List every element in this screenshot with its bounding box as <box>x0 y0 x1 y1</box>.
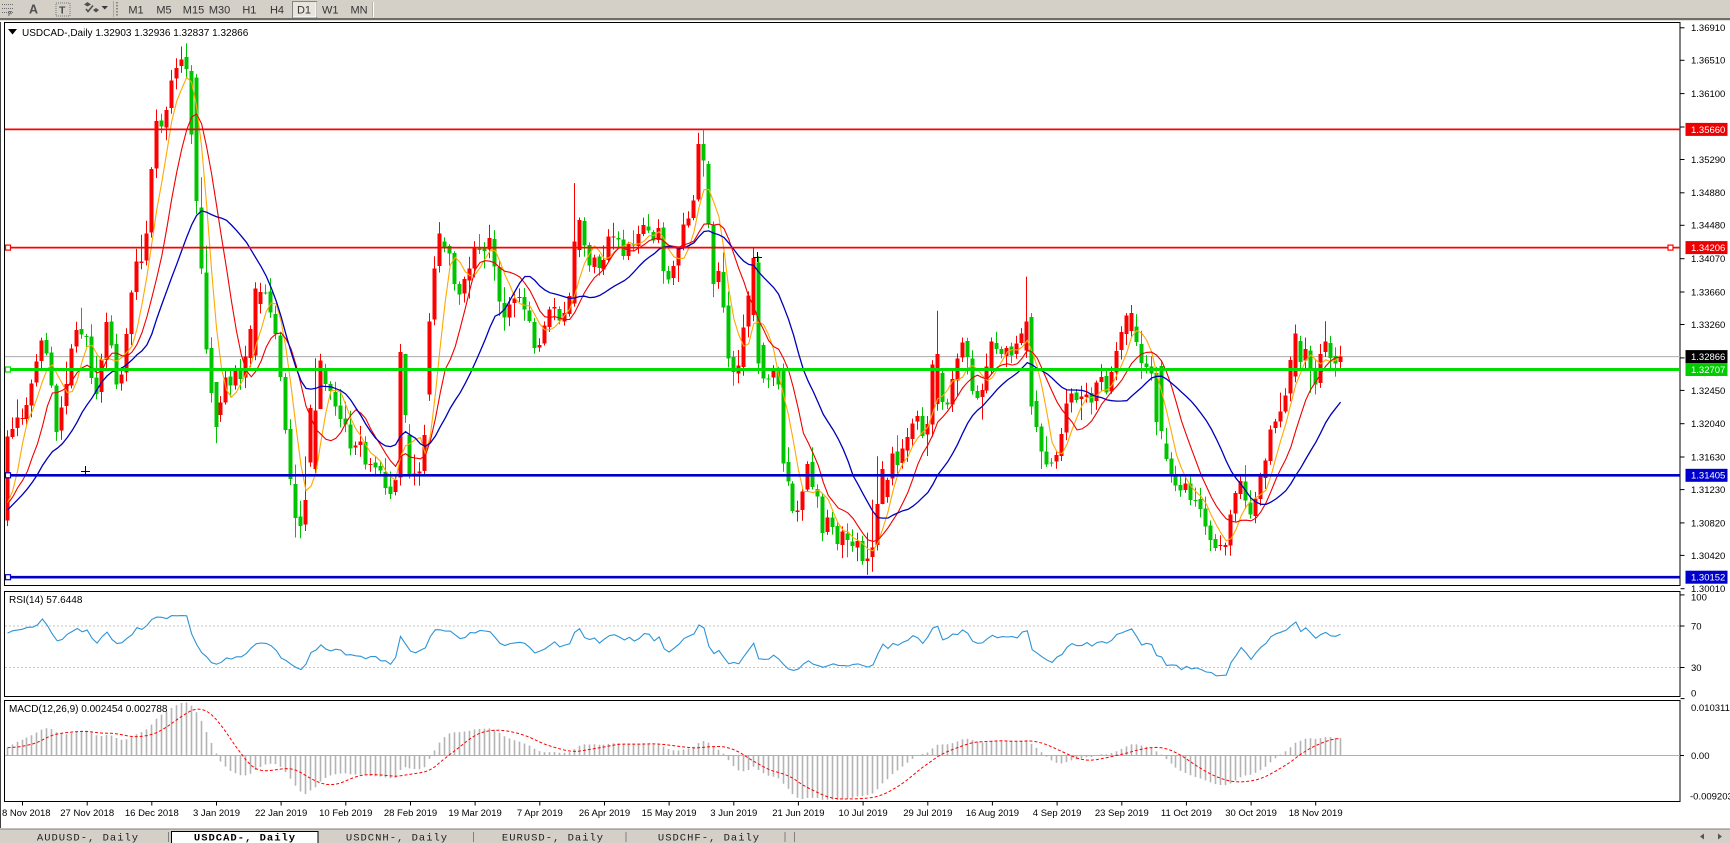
svg-text:1.36910: 1.36910 <box>1691 23 1725 34</box>
svg-text:W1: W1 <box>322 5 339 17</box>
svg-text:18 Nov 2019: 18 Nov 2019 <box>1289 808 1343 819</box>
svg-text:7 Apr 2019: 7 Apr 2019 <box>517 808 563 819</box>
svg-text:A: A <box>29 3 38 17</box>
svg-text:M15: M15 <box>183 5 204 17</box>
svg-text:8 Nov 2018: 8 Nov 2018 <box>2 808 51 819</box>
svg-text:21 Jun 2019: 21 Jun 2019 <box>772 808 824 819</box>
svg-text:0: 0 <box>1691 688 1696 699</box>
svg-text:1.30152: 1.30152 <box>1691 573 1725 584</box>
svg-text:29 Jul 2019: 29 Jul 2019 <box>903 808 952 819</box>
svg-text:1.32707: 1.32707 <box>1691 365 1725 376</box>
svg-text:1.34070: 1.34070 <box>1691 254 1725 265</box>
svg-text:1.35660: 1.35660 <box>1691 125 1725 136</box>
svg-text:28 Feb 2019: 28 Feb 2019 <box>384 808 437 819</box>
svg-text:USDCAD-,Daily 1.32903 1.32936: USDCAD-,Daily 1.32903 1.32936 1.32837 1.… <box>22 28 249 39</box>
svg-text:30 Oct 2019: 30 Oct 2019 <box>1225 808 1277 819</box>
svg-text:70: 70 <box>1691 621 1702 632</box>
svg-text:T: T <box>59 5 66 17</box>
svg-text:1.30420: 1.30420 <box>1691 551 1725 562</box>
svg-text:26 Apr 2019: 26 Apr 2019 <box>579 808 630 819</box>
svg-text:22 Jan 2019: 22 Jan 2019 <box>255 808 307 819</box>
svg-text:23 Sep 2019: 23 Sep 2019 <box>1095 808 1149 819</box>
svg-text:1.34480: 1.34480 <box>1691 221 1725 232</box>
svg-text:0.010311: 0.010311 <box>1691 703 1730 714</box>
svg-text:16 Dec 2018: 16 Dec 2018 <box>125 808 179 819</box>
svg-text:D1: D1 <box>297 5 311 17</box>
svg-text:M5: M5 <box>156 5 171 17</box>
svg-text:30: 30 <box>1691 663 1702 674</box>
svg-text:1.32450: 1.32450 <box>1691 386 1725 397</box>
svg-text:10 Feb 2019: 10 Feb 2019 <box>319 808 372 819</box>
svg-text:MN: MN <box>350 5 367 17</box>
svg-text:15 May 2019: 15 May 2019 <box>642 808 697 819</box>
svg-text:1.30820: 1.30820 <box>1691 518 1725 529</box>
svg-text:1.34880: 1.34880 <box>1691 188 1725 199</box>
svg-text:3 Jun 2019: 3 Jun 2019 <box>710 808 757 819</box>
svg-text:4 Sep 2019: 4 Sep 2019 <box>1033 808 1082 819</box>
svg-text:USDCHF-, Daily: USDCHF-, Daily <box>658 833 760 843</box>
svg-text:1.30010: 1.30010 <box>1691 584 1725 595</box>
svg-text:H1: H1 <box>242 5 256 17</box>
svg-text:MACD(12,26,9) 0.002454 0.00278: MACD(12,26,9) 0.002454 0.002788 <box>9 704 168 715</box>
svg-text:1.31405: 1.31405 <box>1691 471 1725 482</box>
svg-text:16 Aug 2019: 16 Aug 2019 <box>966 808 1019 819</box>
svg-text:M30: M30 <box>209 5 230 17</box>
svg-text:1.31230: 1.31230 <box>1691 485 1725 496</box>
svg-text:1.31630: 1.31630 <box>1691 452 1725 463</box>
svg-text:M1: M1 <box>128 5 143 17</box>
svg-text:11 Oct 2019: 11 Oct 2019 <box>1161 808 1212 819</box>
svg-text:F: F <box>8 11 12 18</box>
svg-text:1.36100: 1.36100 <box>1691 89 1725 100</box>
svg-text:1.36510: 1.36510 <box>1691 56 1725 67</box>
svg-text:1.33260: 1.33260 <box>1691 320 1725 331</box>
svg-text:0.00: 0.00 <box>1691 751 1710 762</box>
svg-text:EURUSD-, Daily: EURUSD-, Daily <box>502 833 604 843</box>
svg-text:USDCNH-, Daily: USDCNH-, Daily <box>346 833 448 843</box>
svg-text:3 Jan 2019: 3 Jan 2019 <box>193 808 240 819</box>
svg-text:1.35290: 1.35290 <box>1691 155 1725 166</box>
svg-text:10 Jul 2019: 10 Jul 2019 <box>839 808 888 819</box>
svg-text:19 Mar 2019: 19 Mar 2019 <box>448 808 501 819</box>
svg-text:1.34206: 1.34206 <box>1691 243 1725 254</box>
svg-text:H4: H4 <box>270 5 284 17</box>
svg-text:1.33660: 1.33660 <box>1691 287 1725 298</box>
svg-text:1.32866: 1.32866 <box>1691 352 1725 363</box>
svg-text:USDCAD-, Daily: USDCAD-, Daily <box>194 833 296 843</box>
svg-text:1.32040: 1.32040 <box>1691 419 1725 430</box>
svg-text:RSI(14) 57.6448: RSI(14) 57.6448 <box>9 595 83 606</box>
svg-text:-0.009203: -0.009203 <box>1690 792 1730 803</box>
svg-text:27 Nov 2018: 27 Nov 2018 <box>60 808 114 819</box>
svg-text:100: 100 <box>1691 592 1707 603</box>
svg-text:AUDUSD-, Daily: AUDUSD-, Daily <box>37 833 139 843</box>
